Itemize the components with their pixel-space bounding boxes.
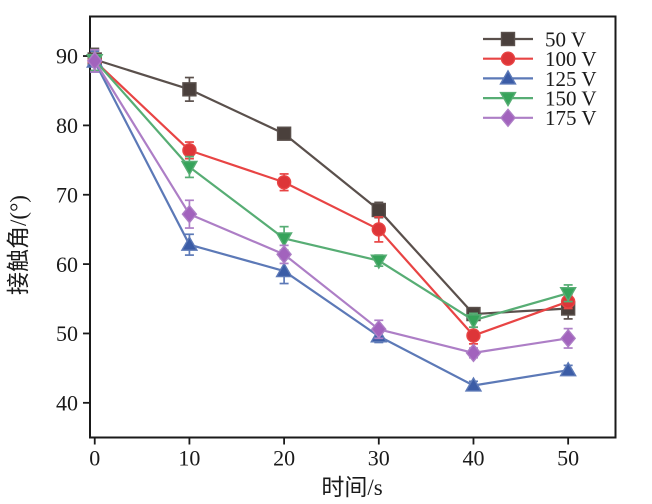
y-tick-label: 80 [56,113,78,138]
legend-label-175-v: 175 V [545,106,597,130]
legend-square-marker [500,31,516,47]
diamond-marker-175-v [276,244,293,264]
x-axis-title: 时间/s [321,475,382,500]
circle-marker-100-v [466,328,481,343]
square-marker-50-v [371,202,386,218]
series-line-150-v [93,59,569,322]
y-tick-label: 70 [56,182,78,207]
series-line-100-v [93,60,569,337]
diamond-marker-175-v [86,51,103,71]
circle-marker-100-v [182,143,197,158]
triangle-down-marker-150-v [559,287,577,303]
triangle-down-marker-150-v [370,254,388,270]
series-line-175-v [93,60,569,354]
x-tick-label: 50 [557,446,579,471]
y-tick-label: 90 [56,44,78,69]
triangle-up-marker-125-v [464,376,483,392]
series-line-125-v [93,61,569,387]
y-tick-label: 50 [56,321,78,346]
legend-triangle-up-marker [499,69,517,85]
legend-label-150-v: 150 V [545,86,597,110]
legend-diamond-marker [500,108,516,128]
circle-marker-100-v [371,222,386,237]
x-tick-label: 40 [462,446,484,471]
legend-label-100-v: 100 V [545,47,597,71]
square-marker-50-v [182,82,197,97]
triangle-down-marker-150-v [180,160,199,176]
triangle-up-marker-125-v [180,235,199,251]
triangle-down-marker-150-v [275,232,293,248]
y-axis-title: 接触角/(°) [6,195,31,295]
series-line-50-v [94,58,569,316]
legend-circle-marker [500,51,516,66]
diamond-marker-175-v [465,343,482,363]
legend-label-125-v: 125 V [545,67,597,91]
diamond-marker-175-v [370,319,387,339]
y-tick-label: 60 [56,252,78,277]
legend-triangle-down-marker [499,91,517,108]
y-tick-label: 40 [56,391,78,416]
circle-marker-100-v [276,175,292,190]
square-marker-50-v [276,126,292,141]
triangle-up-marker-125-v [559,361,577,377]
triangle-up-marker-125-v [275,262,293,278]
legend-label-50-v: 50 V [545,27,586,51]
plot-frame [89,15,617,439]
x-tick-label: 20 [273,446,295,471]
x-tick-label: 10 [178,446,200,471]
triangle-down-marker-150-v [464,314,483,330]
x-tick-label: 0 [89,446,100,471]
x-tick-label: 30 [368,446,390,471]
diamond-marker-175-v [560,328,577,348]
diamond-marker-175-v [181,204,198,224]
